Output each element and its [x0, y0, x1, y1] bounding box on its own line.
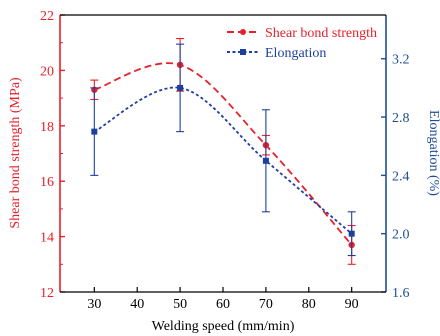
right-tick-label: 2.8 — [392, 111, 410, 126]
elongation-point — [177, 84, 184, 91]
x-tick-label: 40 — [130, 297, 144, 312]
legend-elongation-label: Elongation — [265, 46, 326, 61]
elongation-series-line — [93, 86, 353, 235]
elongation-point — [262, 157, 269, 164]
legend-shear-label: Shear bond strength — [265, 26, 377, 41]
right-tick-label: 1.6 — [392, 286, 410, 301]
bottom-axis-ticks: 30 40 50 60 70 80 90 — [87, 287, 359, 312]
x-tick-label: 50 — [173, 297, 187, 312]
left-tick-label: 20 — [40, 64, 54, 79]
legend-elongation-marker — [240, 49, 246, 55]
left-tick-label: 12 — [40, 286, 54, 301]
shear-series-line — [94, 62, 353, 246]
x-tick-label: 30 — [87, 297, 101, 312]
legend: Shear bond strength Elongation — [227, 26, 377, 61]
left-tick-label: 16 — [40, 175, 54, 190]
left-axis-label: Shear bond strength (MPa) — [8, 77, 23, 229]
elongation-point — [348, 230, 355, 237]
left-tick-label: 18 — [40, 120, 54, 135]
right-axis-label: Elongation (%) — [426, 110, 440, 196]
x-tick-label: 80 — [302, 297, 316, 312]
legend-shear-marker — [240, 29, 246, 35]
right-axis-ticks: 1.6 2.0 2.4 2.8 3.2 — [381, 53, 410, 301]
left-axis-ticks: 12 14 16 18 20 22 — [40, 9, 65, 301]
x-tick-label: 70 — [259, 297, 273, 312]
right-tick-label: 3.2 — [392, 53, 410, 68]
elongation-point — [91, 128, 98, 135]
right-tick-label: 2.0 — [392, 228, 410, 243]
x-tick-label: 60 — [216, 297, 230, 312]
x-tick-label: 90 — [345, 297, 359, 312]
x-axis-label: Welding speed (mm/min) — [152, 319, 295, 334]
plot-marks — [90, 37, 356, 265]
right-tick-label: 2.4 — [392, 169, 410, 184]
left-tick-label: 22 — [40, 9, 54, 24]
left-tick-label: 14 — [40, 231, 54, 246]
